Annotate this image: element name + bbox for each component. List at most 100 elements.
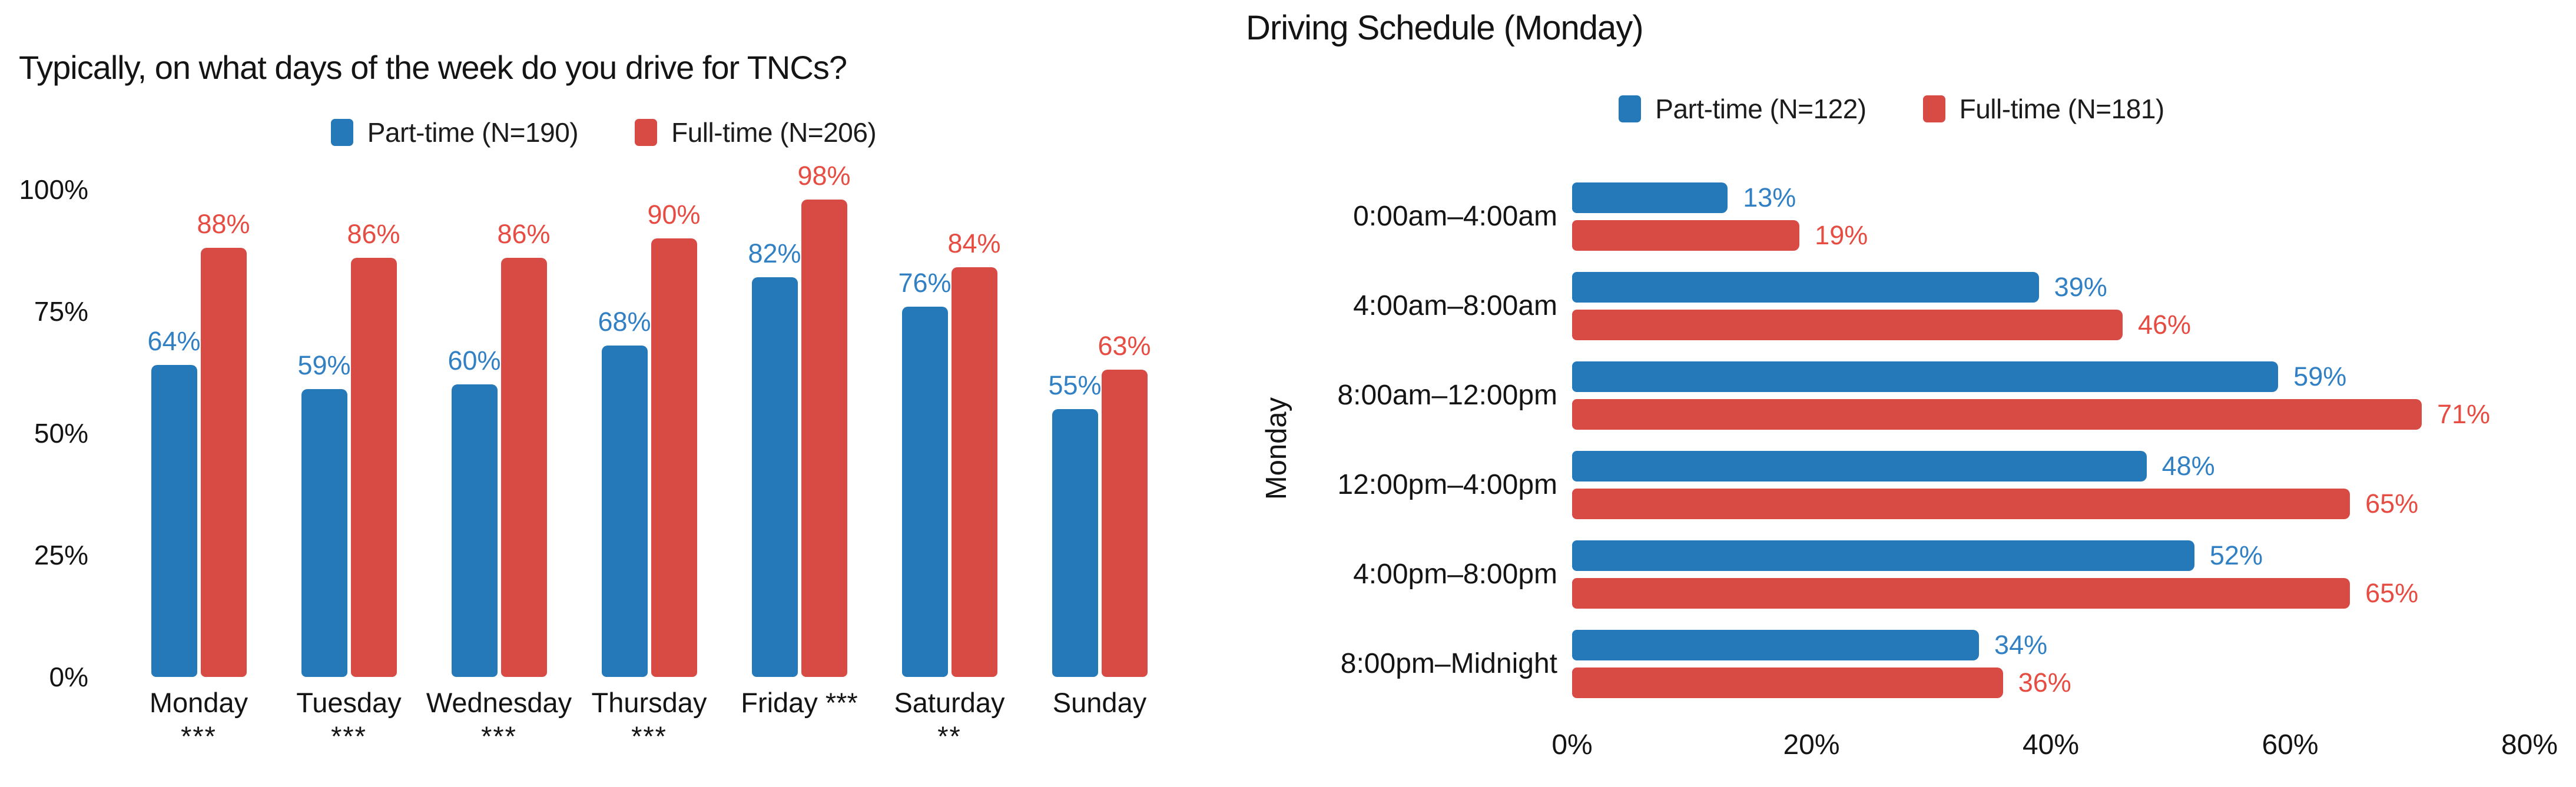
part-time-legend-swatch	[1619, 95, 1642, 122]
y-tick-label: 100%	[19, 174, 88, 205]
x-tick-label: 20%	[1783, 729, 1840, 761]
full-time-bar-12-00pm-4-00pm	[1572, 489, 2350, 519]
part-time-legend-label: Part-time (N=190)	[367, 117, 579, 148]
part-time-value-label: 55%	[1048, 370, 1102, 400]
category-label: Thursday	[591, 687, 707, 718]
full-time-value-label: 86%	[497, 218, 551, 249]
full-time-bar-sunday	[1101, 370, 1148, 677]
part-time-bar-wednesday	[451, 384, 498, 677]
full-time-value-label: 65%	[2365, 489, 2419, 519]
part-time-value-label: 48%	[2161, 451, 2215, 481]
part-time-value-label: 64%	[147, 326, 201, 357]
full-time-legend-label: Full-time (N=181)	[1959, 94, 2165, 124]
category-label: Sunday	[1052, 687, 1147, 718]
full-time-legend-swatch	[635, 119, 658, 146]
part-time-bar-friday	[751, 277, 798, 677]
bar-group-sunday: 55% 63%	[1025, 190, 1175, 677]
full-time-legend-item: Full-time (N=181)	[1922, 93, 2165, 125]
significance-label: ***	[481, 720, 517, 752]
full-time-value-label: 65%	[2365, 578, 2419, 608]
x-tick-label: 60%	[2262, 729, 2319, 761]
full-time-bar-4-00pm-8-00pm	[1572, 578, 2350, 609]
y-tick-label: 50%	[34, 418, 88, 449]
part-time-value-label: 82%	[748, 238, 801, 269]
category-cell-monday: Monday ***	[124, 686, 274, 753]
category-cell-thursday: Thursday ***	[574, 686, 724, 753]
part-time-legend-item: Part-time (N=122)	[1619, 93, 1866, 125]
weekday-chart-panel: Typically, on what days of the week do y…	[0, 0, 1207, 787]
full-time-value-label: 86%	[347, 218, 400, 249]
part-time-value-label: 39%	[2054, 272, 2107, 302]
part-time-value-label: 68%	[598, 306, 651, 337]
category-label: Tuesday	[296, 687, 402, 718]
weekday-legend: Part-time (N=190) Full-time (N=206)	[0, 117, 1207, 148]
part-time-bar-12-00pm-4-00pm	[1572, 451, 2147, 482]
weekday-plot-area: 64% 88% 59% 86% 60% 86% 68% 90% 82% 98% 76% 84% 55% 6…	[124, 161, 1175, 677]
significance-label: ***	[181, 720, 217, 752]
schedule-legend: Part-time (N=122) Full-time (N=181)	[1207, 93, 2576, 125]
full-time-value-label: 63%	[1098, 331, 1151, 361]
bar-group-friday: 82% 98%	[724, 161, 874, 677]
category-cell-saturday: Saturday **	[874, 686, 1025, 753]
full-time-value-label: 36%	[2018, 668, 2071, 698]
category-cell-wednesday: Wednesday ***	[424, 686, 574, 753]
bar-group-tuesday: 59% 86%	[274, 190, 424, 677]
category-label-0-00am-4-00am: 0:00am–4:00am	[1353, 201, 1557, 232]
part-time-bar-8-00pm-midnight	[1572, 630, 1980, 660]
significance-label: ***	[631, 720, 667, 752]
category-cell-friday: Friday ***	[724, 686, 874, 753]
full-time-bar-0-00am-4-00am	[1572, 220, 1800, 251]
full-time-bar-tuesday	[350, 257, 397, 677]
full-time-value-label: 98%	[797, 160, 851, 191]
bar-group-thursday: 68% 90%	[574, 190, 724, 677]
part-time-value-label: 60%	[447, 346, 501, 376]
bar-group-wednesday: 60% 86%	[424, 190, 574, 677]
full-time-value-label: 88%	[197, 209, 250, 240]
part-time-value-label: 59%	[297, 350, 351, 381]
schedule-chart-title: Driving Schedule (Monday)	[1246, 9, 1644, 47]
category-label: Saturday	[894, 687, 1005, 718]
part-time-legend-swatch	[330, 119, 353, 146]
category-label: Wednesday	[426, 687, 572, 718]
x-tick-label: 40%	[2022, 729, 2080, 761]
full-time-bar-4-00am-8-00am	[1572, 310, 2123, 340]
weekday-chart-title: Typically, on what days of the week do y…	[19, 49, 847, 86]
full-time-bar-thursday	[651, 238, 697, 677]
full-time-bar-monday	[200, 248, 247, 677]
category-label-12-00pm-4-00pm: 12:00pm–4:00pm	[1337, 469, 1557, 500]
category-label: Monday	[149, 687, 248, 718]
part-time-value-label: 59%	[2293, 361, 2347, 391]
full-time-value-label: 19%	[1815, 220, 1868, 250]
full-time-bar-8-00pm-midnight	[1572, 668, 2003, 698]
x-tick-label: 0%	[1551, 729, 1593, 761]
schedule-category-axis: 0:00am–4:00am 4:00am–8:00am 8:00am–12:00pm…	[1207, 182, 1557, 736]
full-time-value-label: 46%	[2137, 310, 2192, 340]
part-time-bar-monday	[151, 365, 197, 677]
full-time-legend-label: Full-time (N=206)	[671, 117, 877, 148]
bar-group-saturday: 76% 84%	[874, 190, 1025, 677]
part-time-legend-label: Part-time (N=122)	[1655, 94, 1866, 124]
full-time-bar-saturday	[951, 267, 997, 677]
category-cell-tuesday: Tuesday ***	[274, 686, 424, 753]
part-time-bar-0-00am-4-00am	[1572, 182, 1728, 213]
schedule-x-axis: 0% 20% 40% 60% 80%	[1551, 729, 2558, 764]
significance-label: **	[937, 720, 962, 752]
part-time-bar-thursday	[601, 345, 648, 677]
schedule-chart-panel: Driving Schedule (Monday) Part-time (N=1…	[1207, 0, 2576, 787]
part-time-value-label: 52%	[2209, 540, 2263, 570]
category-label-4-00pm-8-00pm: 4:00pm–8:00pm	[1353, 559, 1557, 590]
y-tick-label: 0%	[49, 662, 88, 692]
part-time-bar-8-00am-12-00pm	[1572, 361, 2279, 392]
full-time-value-label: 84%	[947, 228, 1001, 259]
full-time-bar-friday	[801, 199, 847, 677]
bar-group-monday: 64% 88%	[124, 190, 274, 677]
schedule-plot-area: 13% 19% 39% 46% 59% 71% 48% 65% 52% 65% 34% 36%	[1572, 182, 2576, 736]
full-time-legend-swatch	[1922, 95, 1945, 122]
weekday-x-axis: Monday *** Tuesday *** Wednesday *** Thursday *…	[124, 686, 1175, 753]
part-time-bar-4-00pm-8-00pm	[1572, 540, 2194, 571]
full-time-legend-item: Full-time (N=206)	[635, 117, 877, 148]
category-cell-sunday: Sunday	[1025, 686, 1175, 753]
part-time-value-label: 76%	[898, 267, 952, 298]
part-time-bar-saturday	[901, 306, 948, 677]
